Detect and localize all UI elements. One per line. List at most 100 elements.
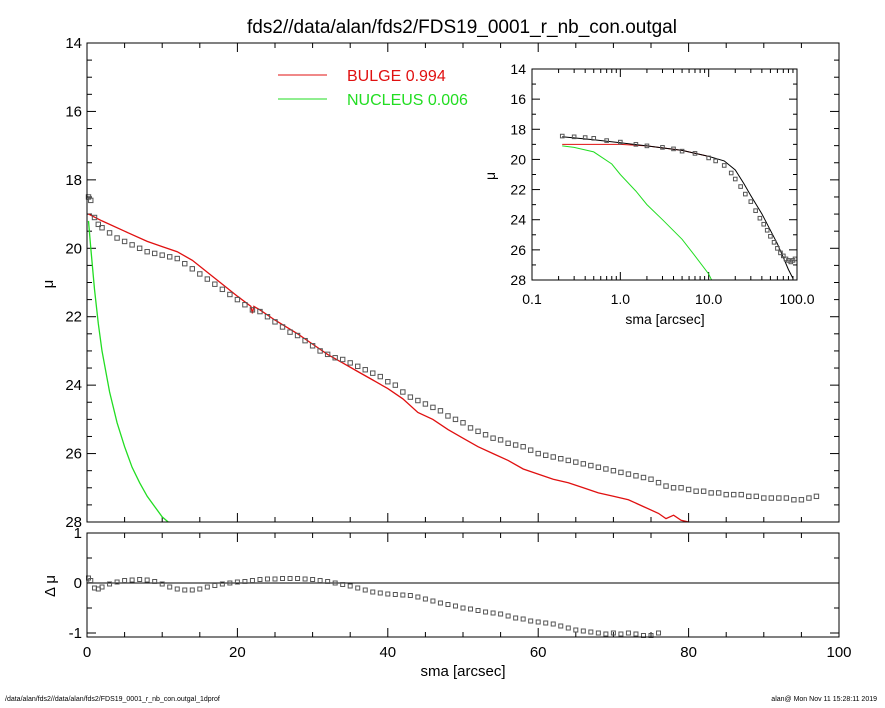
- residual-point: [204, 584, 210, 590]
- inset-x-tick-label: 1.0: [611, 291, 631, 307]
- residual-point: [430, 598, 436, 604]
- residual-point: [347, 583, 353, 589]
- data-point: [761, 495, 767, 501]
- inset-x-tick-label: 100.0: [779, 291, 814, 307]
- data-point: [339, 356, 346, 363]
- inset-y-tick-label: 14: [510, 61, 526, 77]
- residual-x-axis-label: sma [arcsec]: [420, 663, 505, 680]
- data-point: [640, 474, 647, 481]
- inset-point: [692, 151, 698, 156]
- data-point: [445, 413, 451, 419]
- residual-point: [107, 581, 113, 587]
- data-point: [324, 351, 331, 358]
- data-point: [174, 255, 180, 262]
- data-point: [377, 373, 383, 380]
- data-point: [776, 495, 782, 501]
- data-point: [512, 442, 519, 448]
- residual-x-tick-label: 80: [680, 644, 697, 661]
- data-point: [663, 483, 669, 489]
- data-point: [655, 479, 662, 486]
- data-point: [648, 476, 654, 482]
- residual-point: [400, 592, 406, 598]
- residual-point: [558, 623, 564, 629]
- residual-x-tick-labels: 0 20 40 60 80 100: [83, 644, 852, 661]
- data-point: [460, 420, 466, 426]
- residual-point: [573, 627, 579, 633]
- data-point: [768, 495, 775, 501]
- residual-point: [144, 577, 150, 583]
- data-point: [482, 432, 489, 438]
- data-point: [167, 254, 173, 260]
- inset-x-tick-labels: 0.1 1.0 10.0 100.0: [522, 291, 814, 307]
- footer-timestamp: alan@ Mon Nov 11 15:28:11 2019: [771, 696, 877, 703]
- inset-point: [768, 233, 773, 239]
- residual-point: [287, 576, 293, 581]
- data-point: [227, 291, 233, 298]
- residual-point: [543, 620, 549, 626]
- residual-point: [114, 579, 120, 585]
- main-y-axis-label: μ: [40, 280, 57, 289]
- residual-panel: 10-1 0 20 40 60 80 100 Δ μ sma [arcsec]: [42, 525, 852, 680]
- data-point: [317, 348, 323, 354]
- residual-point: [272, 576, 278, 582]
- residual-point: [595, 630, 601, 636]
- data-point: [475, 428, 481, 435]
- residual-point: [475, 608, 481, 613]
- inset-point: [633, 142, 639, 147]
- residual-point: [332, 580, 338, 586]
- data-point: [633, 473, 639, 479]
- inset-point: [778, 250, 783, 256]
- residual-x-tick-label: 60: [530, 644, 547, 661]
- residual-point: [99, 584, 105, 590]
- series-line: [87, 220, 169, 523]
- residual-point: [498, 611, 504, 617]
- inset-point: [582, 135, 588, 140]
- data-point: [618, 469, 624, 476]
- data-point: [257, 308, 263, 315]
- inset-point: [748, 199, 754, 204]
- residual-point: [340, 582, 346, 587]
- series-line: [88, 213, 689, 523]
- residual-point: [437, 600, 443, 606]
- inset-panel: 14 16 18 20 22 24 26 28 0.1 1.0 10.0 100.0 μ sma […: [482, 61, 815, 327]
- data-point: [678, 485, 684, 491]
- data-point: [738, 491, 744, 498]
- data-point: [95, 221, 101, 228]
- data-point: [573, 459, 579, 465]
- data-point: [422, 401, 429, 407]
- residual-point: [422, 596, 428, 602]
- data-point: [437, 408, 444, 414]
- residual-point: [189, 587, 195, 593]
- residual-point: [234, 579, 240, 585]
- data-point: [746, 493, 752, 500]
- residual-point: [588, 629, 594, 635]
- inset-point: [761, 221, 767, 227]
- inset-x-axis-label: sma [arcsec]: [625, 311, 704, 327]
- data-point: [527, 447, 534, 453]
- data-point: [197, 271, 203, 277]
- data-point: [294, 332, 301, 339]
- data-point: [610, 467, 617, 474]
- residual-point: [137, 577, 143, 582]
- residual-point: [656, 630, 662, 636]
- data-point: [415, 397, 421, 404]
- data-point: [693, 488, 699, 494]
- residual-series: [86, 575, 662, 638]
- data-point: [189, 266, 195, 272]
- residual-x-tick-label: 0: [83, 644, 91, 661]
- residual-point: [249, 578, 255, 583]
- inset-x-tick-label: 10.0: [695, 291, 722, 307]
- residual-x-tick-label: 100: [826, 644, 851, 661]
- residual-point: [505, 613, 511, 619]
- residual-point: [174, 586, 180, 592]
- data-point: [715, 490, 722, 496]
- data-point: [565, 457, 571, 464]
- legend: BULGE 0.994 NUCLEUS 0.006: [278, 68, 468, 109]
- residual-point: [565, 625, 571, 631]
- data-point: [114, 235, 120, 241]
- data-point: [392, 382, 399, 388]
- data-point: [219, 286, 226, 293]
- inset-point: [732, 176, 738, 182]
- inset-point: [743, 191, 748, 197]
